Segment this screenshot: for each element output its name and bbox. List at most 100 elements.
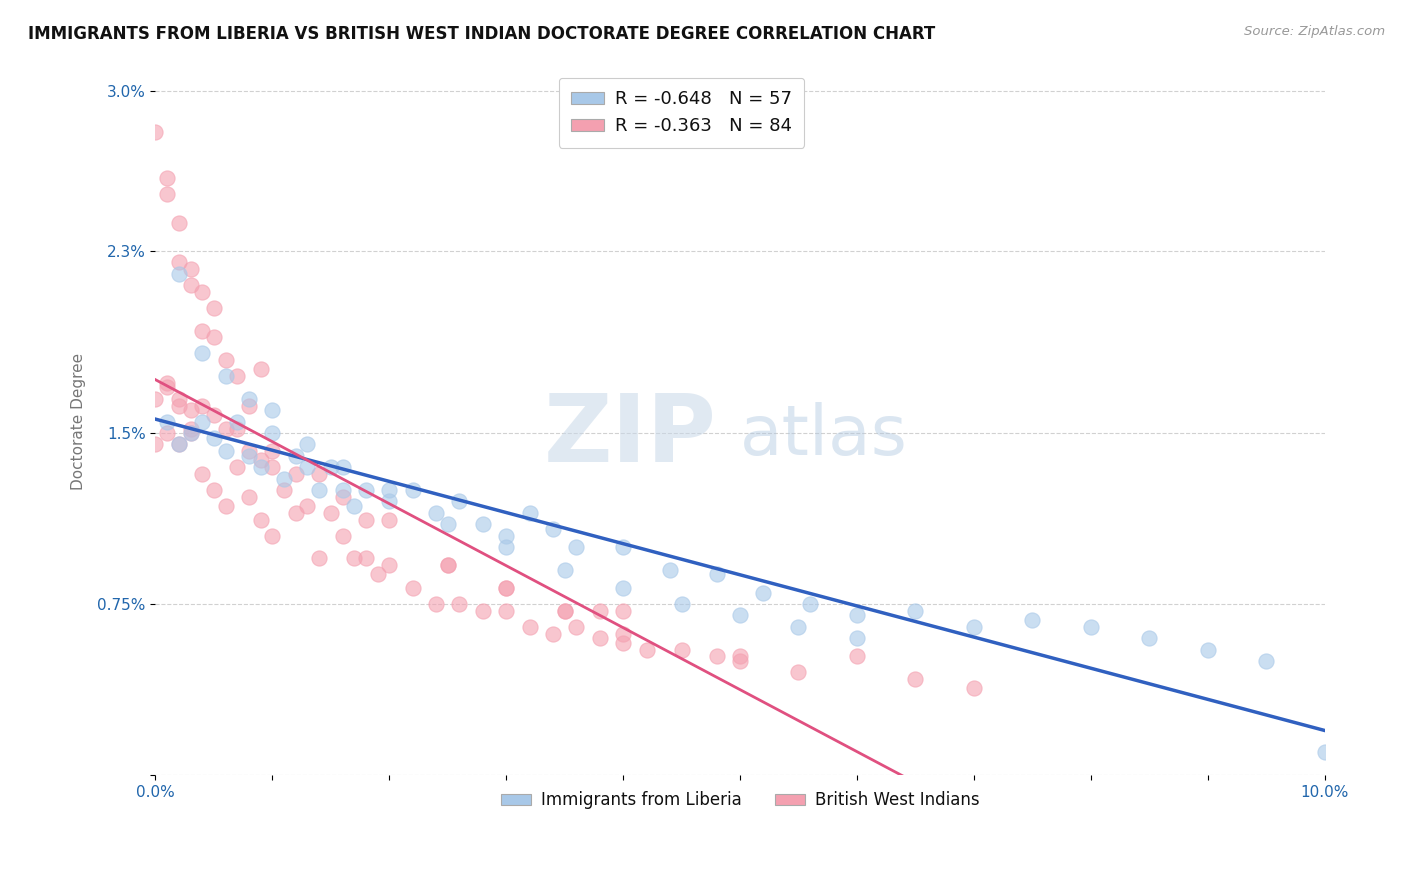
Text: ZIP: ZIP: [544, 390, 717, 482]
Point: [167, 392, 190, 406]
Point: [284, 449, 307, 463]
Point: [156, 376, 179, 390]
Point: [284, 506, 307, 520]
Point: [180, 425, 202, 440]
Point: [728, 608, 751, 623]
Point: [308, 467, 330, 481]
Point: [565, 620, 588, 634]
Point: [273, 483, 295, 497]
Point: [495, 581, 517, 595]
Text: IMMIGRANTS FROM LIBERIA VS BRITISH WEST INDIAN DOCTORATE DEGREE CORRELATION CHAR: IMMIGRANTS FROM LIBERIA VS BRITISH WEST …: [28, 25, 935, 43]
Point: [167, 255, 190, 269]
Point: [249, 453, 271, 467]
Point: [728, 649, 751, 664]
Point: [658, 563, 681, 577]
Point: [238, 392, 260, 406]
Point: [332, 528, 354, 542]
Point: [904, 672, 927, 686]
Point: [612, 581, 634, 595]
Point: [541, 626, 564, 640]
Point: [519, 506, 541, 520]
Point: [214, 499, 236, 513]
Point: [156, 170, 179, 185]
Point: [180, 277, 202, 292]
Point: [425, 506, 447, 520]
Point: [226, 415, 249, 429]
Point: [202, 431, 225, 445]
Point: [1197, 642, 1219, 657]
Point: [262, 528, 284, 542]
Point: [191, 346, 214, 360]
Point: [1080, 620, 1102, 634]
Point: [425, 597, 447, 611]
Point: [495, 604, 517, 618]
Point: [636, 642, 658, 657]
Point: [846, 631, 869, 645]
Point: [728, 654, 751, 668]
Point: [167, 217, 190, 231]
Point: [156, 380, 179, 394]
Point: [332, 483, 354, 497]
Point: [308, 483, 330, 497]
Point: [378, 513, 401, 527]
Point: [846, 608, 869, 623]
Point: [145, 437, 167, 451]
Point: [589, 604, 612, 618]
Point: [449, 494, 471, 508]
Point: [167, 399, 190, 413]
Point: [402, 483, 425, 497]
Point: [297, 460, 319, 475]
Point: [1313, 745, 1336, 759]
Point: [752, 585, 775, 599]
Point: [565, 540, 588, 554]
Point: [354, 513, 377, 527]
Point: [436, 558, 458, 573]
Point: [167, 437, 190, 451]
Point: [471, 517, 494, 532]
Point: [180, 421, 202, 435]
Point: [308, 551, 330, 566]
Point: [436, 558, 458, 573]
Point: [612, 540, 634, 554]
Point: [554, 563, 576, 577]
Point: [238, 449, 260, 463]
Point: [799, 597, 821, 611]
Point: [378, 558, 401, 573]
Point: [378, 494, 401, 508]
Y-axis label: Doctorate Degree: Doctorate Degree: [72, 353, 86, 491]
Point: [202, 408, 225, 422]
Point: [238, 490, 260, 504]
Point: [167, 267, 190, 281]
Point: [145, 392, 167, 406]
Point: [226, 421, 249, 435]
Point: [249, 460, 271, 475]
Point: [354, 551, 377, 566]
Text: Source: ZipAtlas.com: Source: ZipAtlas.com: [1244, 25, 1385, 38]
Point: [191, 399, 214, 413]
Point: [214, 353, 236, 368]
Point: [963, 681, 986, 696]
Point: [156, 186, 179, 201]
Point: [180, 403, 202, 417]
Point: [354, 483, 377, 497]
Point: [1137, 631, 1160, 645]
Point: [284, 467, 307, 481]
Point: [367, 567, 389, 582]
Point: [156, 415, 179, 429]
Point: [402, 581, 425, 595]
Point: [378, 483, 401, 497]
Point: [787, 665, 810, 680]
Point: [262, 460, 284, 475]
Point: [262, 444, 284, 458]
Point: [167, 437, 190, 451]
Point: [1021, 613, 1043, 627]
Point: [297, 437, 319, 451]
Point: [963, 620, 986, 634]
Point: [249, 362, 271, 376]
Point: [214, 444, 236, 458]
Point: [191, 415, 214, 429]
Point: [238, 399, 260, 413]
Point: [519, 620, 541, 634]
Point: [343, 551, 366, 566]
Point: [706, 567, 728, 582]
